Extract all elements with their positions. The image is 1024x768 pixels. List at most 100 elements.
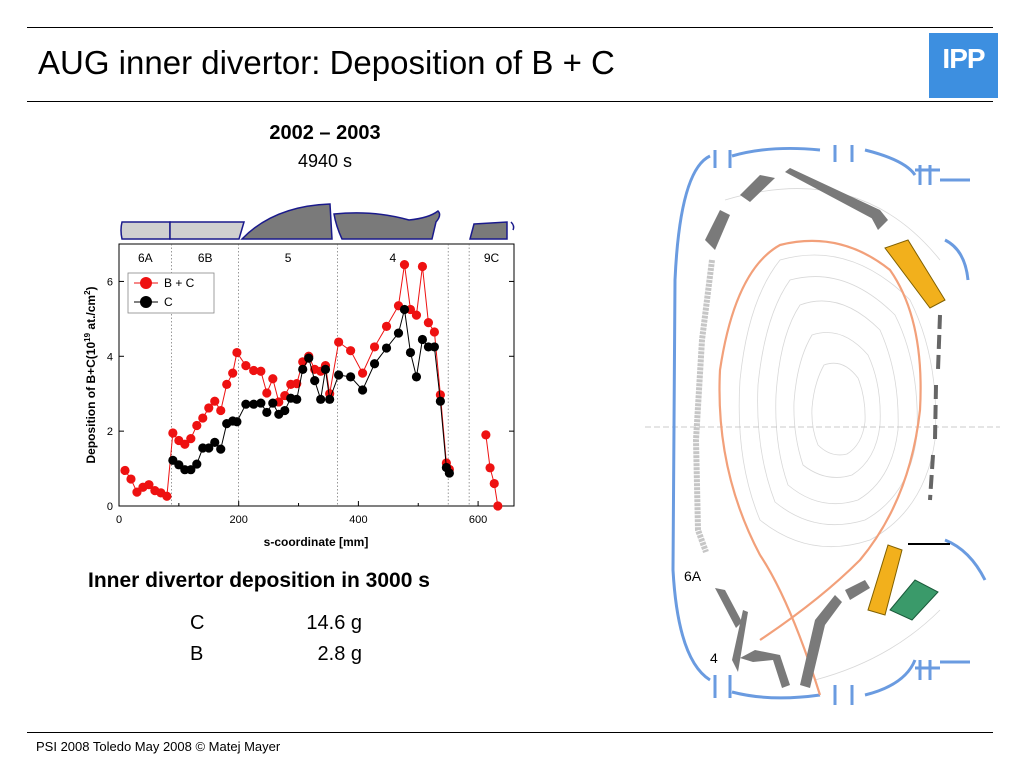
data-point: [204, 443, 214, 453]
data-point: [186, 465, 196, 475]
data-point: [192, 459, 202, 469]
data-point: [489, 478, 499, 489]
vessel-wall-outer: [944, 238, 987, 581]
series-line-0-1: [485, 434, 499, 507]
data-point: [334, 370, 344, 380]
data-point: [444, 468, 454, 478]
data-point: [411, 310, 422, 320]
data-point: [198, 413, 208, 423]
tile-9c-shape: [469, 221, 508, 240]
data-point: [334, 337, 344, 347]
x-tick-label-600: 600: [469, 514, 487, 526]
data-point: [381, 343, 392, 353]
data-point: [325, 394, 335, 404]
data-point: [268, 374, 278, 384]
tile-9c-edge: [510, 221, 515, 231]
data-point: [481, 430, 491, 440]
data-point: [429, 327, 440, 337]
y-tick-label-2: 2: [107, 426, 113, 438]
label-4: 4: [710, 650, 718, 666]
data-point: [369, 359, 380, 369]
data-point: [249, 399, 259, 409]
tile-4-shape: [333, 210, 441, 240]
series-c: [168, 304, 454, 478]
duration-text: 4940 s: [297, 151, 353, 171]
data-point: [144, 480, 154, 490]
footer-rule: [27, 732, 993, 733]
data-point: [357, 368, 368, 378]
data-point: [210, 396, 220, 406]
vessel-wall: [671, 154, 711, 682]
data-point: [423, 318, 434, 328]
data-point: [262, 388, 272, 398]
deposition-chart: 6A 6B 5 4 9C 0 200 400 600 0 2 4 6 B + C C Deposit…: [83, 203, 515, 549]
vessel-wall-top: [731, 146, 917, 176]
tile-6b-shape: [169, 221, 246, 240]
data-point: [204, 403, 214, 413]
data-point: [485, 463, 495, 473]
data-point: [304, 353, 314, 363]
legend-marker-c: [140, 296, 152, 308]
lower-tile-yellow: [867, 544, 903, 616]
data-point: [232, 347, 242, 358]
data-point: [316, 394, 326, 404]
data-point: [435, 396, 445, 406]
upper-tile-yellow: [884, 239, 946, 309]
legend-label-bc: B + C: [164, 276, 195, 290]
data-point: [393, 328, 404, 338]
mass-element-c: C: [190, 612, 205, 634]
data-point: [168, 428, 178, 438]
data-point: [346, 346, 356, 356]
divertor-cross-section-diagram: 6A 4: [645, 145, 1000, 705]
data-point: [256, 366, 266, 376]
data-point: [262, 407, 272, 418]
footer-text: PSI 2008 Toledo May 2008 © Matej Mayer: [36, 739, 281, 754]
data-point: [493, 501, 503, 511]
data-point: [417, 261, 428, 272]
mass-value-c: 14.6 g: [306, 612, 362, 634]
label-6a: 6A: [684, 568, 702, 584]
data-point: [298, 364, 308, 374]
region-label-6b: 6B: [198, 251, 213, 265]
x-tick-label-400: 400: [349, 514, 367, 526]
data-point: [381, 321, 392, 331]
y-axis-title: Deposition of B+C(1019 at./cm2): [83, 286, 98, 463]
lower-tile-green: [889, 579, 939, 621]
data-point: [405, 347, 416, 358]
period-heading: 2002 – 2003: [269, 122, 381, 144]
port-flanges: [713, 145, 970, 705]
lower-divertor-tiles: [715, 580, 870, 688]
mass-value-b: 2.8 g: [317, 643, 362, 665]
region-label-4: 4: [389, 251, 396, 265]
mass-row-b: B 2.8 g: [190, 643, 362, 669]
data-point: [210, 437, 220, 447]
y-tick-label-0: 0: [107, 501, 113, 513]
mass-element-b: B: [190, 643, 204, 665]
data-point: [280, 405, 290, 416]
data-point: [180, 439, 190, 449]
data-point: [399, 304, 410, 315]
logo-text: IPP: [942, 43, 985, 74]
tile-6a-shape: [120, 221, 171, 240]
data-point: [429, 342, 440, 352]
region-label-6a: 6A: [138, 251, 153, 265]
upper-divertor-tiles: [705, 168, 888, 250]
data-point: [126, 474, 136, 484]
data-point: [222, 379, 232, 389]
data-point: [192, 420, 202, 431]
data-point: [249, 365, 259, 376]
data-point: [417, 334, 428, 345]
mass-row-c: C 14.6 g: [190, 612, 362, 638]
data-point: [120, 465, 130, 476]
region-label-9c: 9C: [484, 251, 500, 265]
vessel-wall-bottom: [731, 659, 917, 700]
data-point: [435, 390, 445, 400]
ipp-logo: IPP: [929, 33, 998, 98]
y-tick-label-4: 4: [107, 351, 113, 363]
data-point: [292, 394, 302, 404]
x-axis-title: s-coordinate [mm]: [264, 535, 369, 549]
data-point: [228, 368, 238, 378]
data-point: [369, 342, 380, 352]
data-point: [162, 491, 172, 501]
legend-marker-bc: [140, 277, 152, 289]
